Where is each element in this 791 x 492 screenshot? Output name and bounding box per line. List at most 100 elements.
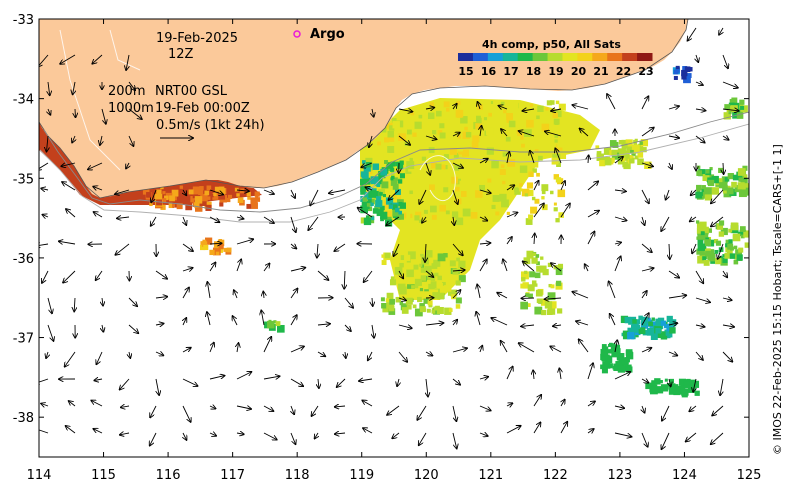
colorbar-swatch <box>472 53 489 61</box>
current-vector <box>92 54 103 64</box>
current-vector <box>47 324 54 341</box>
current-vector <box>519 131 535 137</box>
current-vector <box>722 325 734 327</box>
current-vector <box>128 135 134 146</box>
current-vector <box>580 129 589 137</box>
current-vector <box>39 429 49 434</box>
current-vector <box>452 378 460 385</box>
date-annotation: 19-Feb-2025 12Z <box>156 31 238 62</box>
product-time-label: 19-Feb 00:00Z <box>155 101 250 116</box>
current-vector <box>722 109 739 111</box>
current-vector <box>233 316 238 326</box>
current-vector <box>39 244 49 246</box>
current-vector <box>48 108 50 115</box>
current-vector <box>337 378 346 387</box>
current-vector <box>695 297 710 302</box>
current-vector <box>711 216 724 227</box>
current-vector <box>478 102 481 110</box>
colorbar-tick-label: 23 <box>638 65 653 78</box>
current-vector <box>523 261 535 272</box>
current-vector <box>662 432 670 449</box>
current-vector <box>317 243 318 258</box>
current-vector <box>66 426 76 434</box>
current-vector <box>129 351 130 358</box>
current-vector <box>572 105 589 110</box>
current-vector <box>452 133 460 136</box>
current-vector <box>614 242 621 244</box>
current-vector <box>209 263 216 272</box>
colorbar-tick-label: 19 <box>548 65 563 78</box>
current-vector <box>453 104 457 110</box>
x-tick-label: 122 <box>543 468 568 483</box>
current-vector <box>182 243 193 251</box>
current-vector <box>209 433 216 436</box>
date-label: 19-Feb-2025 <box>156 31 238 46</box>
current-vector <box>236 190 249 191</box>
current-vector <box>695 109 706 111</box>
current-vector <box>426 378 428 397</box>
current-vector <box>587 181 598 191</box>
current-vector <box>587 363 593 380</box>
current-vector <box>452 270 465 271</box>
current-vector <box>614 216 627 221</box>
current-vector <box>560 204 570 218</box>
current-vector <box>290 346 304 353</box>
current-vector <box>579 339 589 353</box>
current-vector <box>452 348 467 353</box>
y-tick-label: -38 <box>13 411 34 426</box>
current-vector <box>88 162 103 169</box>
current-vector <box>533 181 539 191</box>
current-vector <box>100 135 102 145</box>
current-vector <box>394 243 400 256</box>
current-vector <box>506 213 517 218</box>
current-vector <box>523 109 535 111</box>
current-vector <box>690 217 697 221</box>
current-vector <box>329 189 346 193</box>
current-vector <box>550 346 562 353</box>
current-vector <box>533 422 541 434</box>
x-tick-label: 117 <box>220 468 245 483</box>
current-vector <box>615 340 617 353</box>
current-vector <box>453 216 454 225</box>
current-vector <box>74 297 75 311</box>
colorbar-tick-label: 22 <box>616 65 631 78</box>
current-vector <box>102 297 103 306</box>
colorbar-swatch <box>487 53 504 61</box>
current-vector <box>236 406 251 409</box>
current-vector <box>711 189 724 203</box>
current-vector <box>366 187 373 190</box>
current-vector <box>236 433 244 434</box>
current-vector <box>263 292 264 299</box>
current-vector <box>335 433 346 434</box>
current-vector <box>452 432 457 449</box>
current-vector <box>372 108 374 117</box>
current-vector <box>722 81 738 88</box>
current-vector <box>722 54 728 68</box>
current-vector <box>363 428 373 434</box>
current-vector <box>290 289 298 299</box>
current-vector <box>551 109 562 111</box>
colorbar-tick-label: 15 <box>458 65 473 78</box>
x-tick-label: 120 <box>414 468 439 483</box>
current-vector <box>39 54 49 67</box>
current-vector <box>553 325 562 326</box>
current-vector <box>668 295 686 298</box>
current-vector <box>317 324 330 325</box>
current-vector <box>668 136 679 138</box>
current-vector <box>344 270 345 289</box>
current-vector <box>128 108 142 119</box>
current-vector <box>290 244 296 249</box>
current-vector <box>718 243 724 259</box>
current-vector <box>155 352 163 355</box>
current-vector <box>291 405 294 414</box>
colorbar-tick-label: 16 <box>481 65 497 78</box>
current-vector <box>545 131 562 137</box>
current-vector <box>453 320 457 326</box>
current-vector <box>668 352 677 356</box>
current-vector <box>533 370 534 380</box>
current-vector <box>614 190 626 191</box>
y-tick-label: -33 <box>13 13 34 28</box>
current-vector <box>452 405 456 421</box>
current-vector <box>61 162 76 166</box>
current-vector <box>425 243 426 262</box>
